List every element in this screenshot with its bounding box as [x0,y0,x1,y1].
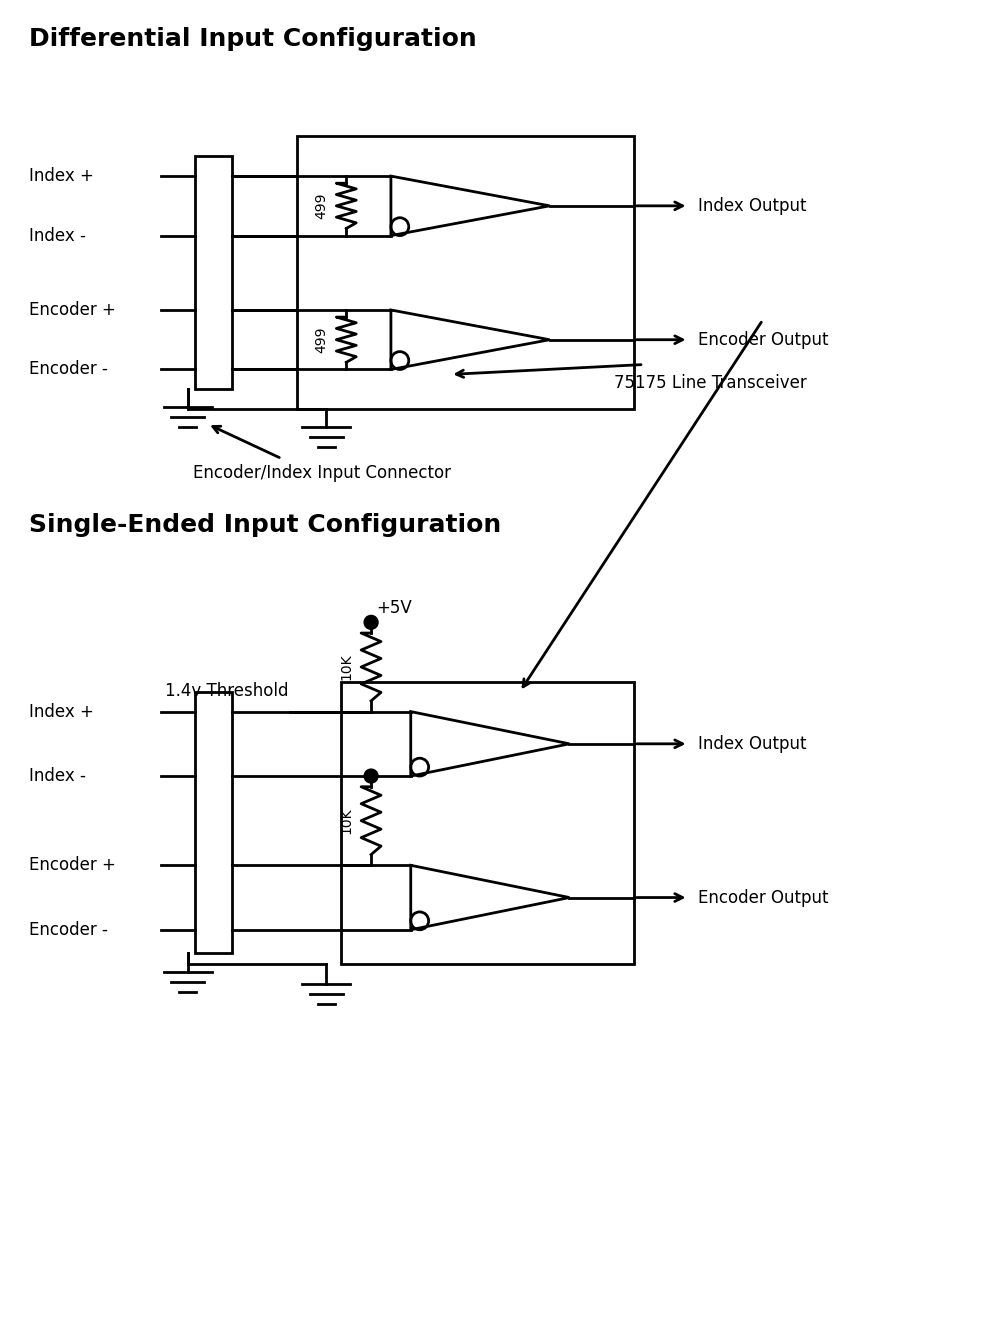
Text: Index -: Index - [29,227,86,244]
Text: 499: 499 [314,326,328,353]
Text: 1.4v Threshold: 1.4v Threshold [165,682,288,699]
Text: Index +: Index + [29,167,94,184]
Circle shape [364,616,378,629]
Text: Index Output: Index Output [698,196,807,215]
Text: +5V: +5V [376,600,412,617]
Bar [297,137,634,409]
Text: Encoder -: Encoder - [29,921,108,938]
Text: 10K: 10K [339,807,353,833]
Text: Index Output: Index Output [698,735,807,752]
Circle shape [364,770,378,783]
Text: 10K: 10K [339,654,353,681]
Text: Encoder Output: Encoder Output [698,889,829,906]
Text: Encoder +: Encoder + [29,301,116,318]
Text: 75175 Line Transceiver: 75175 Line Transceiver [614,374,807,393]
Bar [341,682,634,965]
Text: Encoder -: Encoder - [29,361,108,378]
Text: Index +: Index + [29,702,94,721]
Bar [195,691,232,953]
Text: Encoder +: Encoder + [29,856,116,874]
Text: Encoder/Index Input Connector: Encoder/Index Input Connector [193,463,451,482]
Text: Differential Input Configuration: Differential Input Configuration [29,28,477,52]
Text: Encoder Output: Encoder Output [698,330,829,349]
Bar [195,157,232,389]
Text: Single-Ended Input Configuration: Single-Ended Input Configuration [29,514,501,537]
Text: 499: 499 [314,192,328,219]
Text: Index -: Index - [29,767,86,786]
